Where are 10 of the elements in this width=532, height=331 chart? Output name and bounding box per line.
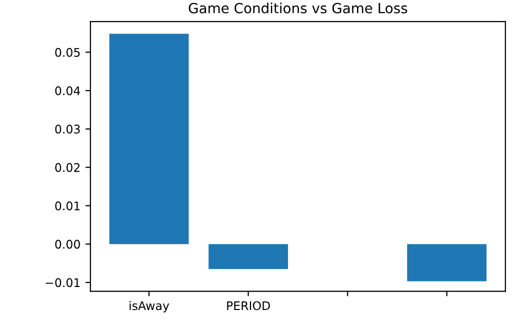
y-tick-label: 0.00 [55,240,80,249]
x-tick-label: PERIOD [227,301,270,310]
x-tick-label: isAway [130,301,170,312]
y-tick-label: 0.01 [55,201,80,210]
y-tick-label: −0.01 [46,278,80,288]
y-tick-label: 0.02 [55,163,80,172]
y-tick-label: 0.05 [55,48,80,57]
y-tick-label: 0.03 [55,124,80,134]
y-tick-label: 0.04 [55,86,80,96]
chart-title: Game Conditions vs Game Loss [188,2,408,14]
